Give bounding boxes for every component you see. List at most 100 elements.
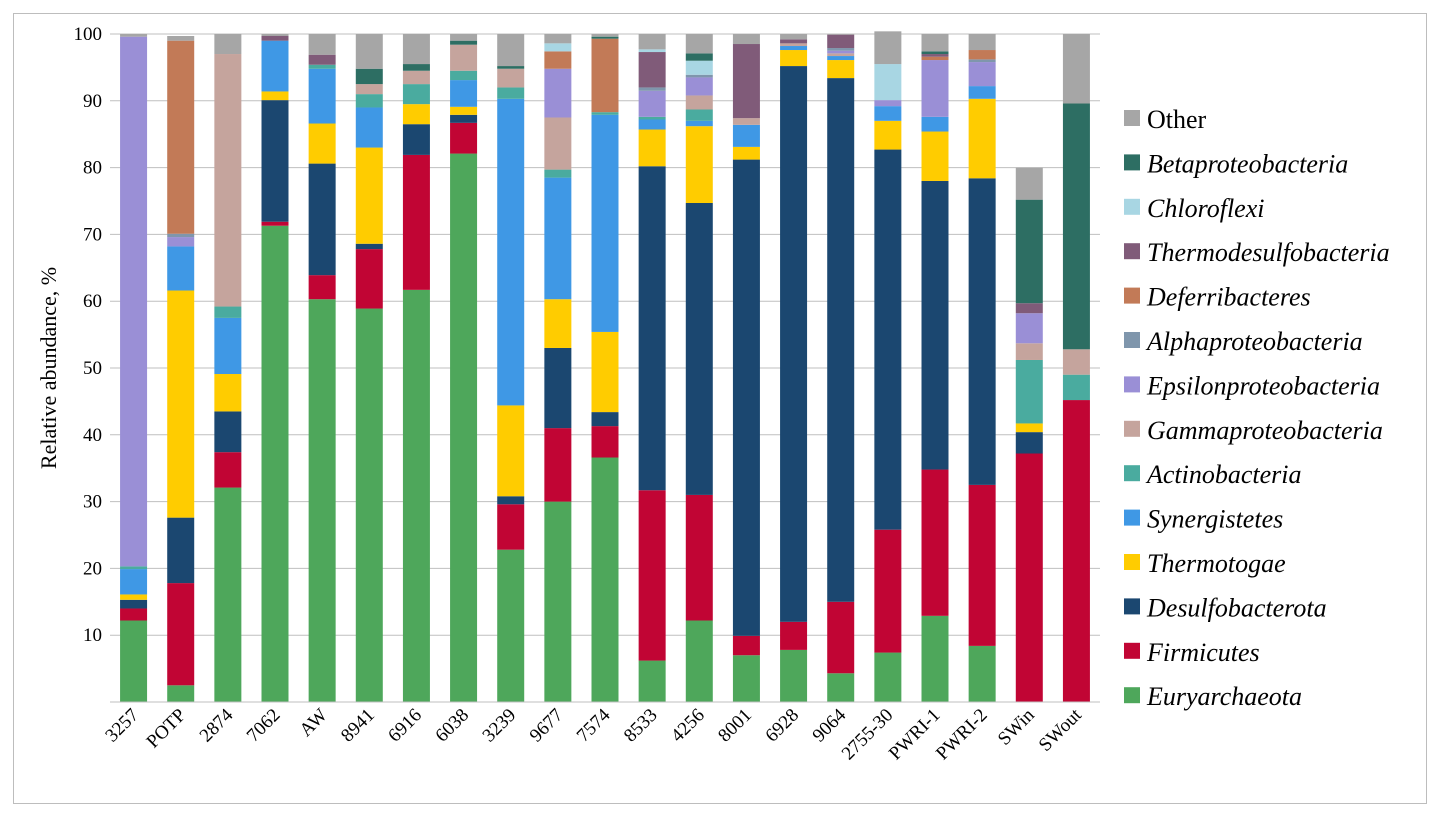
x-tick-label: 7574: [573, 704, 615, 746]
y-axis-title: Relative abundance, %: [36, 267, 61, 469]
bar-segment-POTP-other: [167, 36, 195, 41]
bar-segment-SWin-desulfobacterota: [1015, 432, 1043, 454]
bar-segment-7062-euryarchaeota: [261, 225, 289, 702]
bar-segment-8941-desulfobacterota: [355, 243, 383, 250]
bar-segment-7574-other: [591, 34, 619, 37]
bar-segment-2874-euryarchaeota: [214, 487, 242, 702]
bar-segment-6038-euryarchaeota: [450, 153, 478, 702]
bar-segment-3239-gammaproteobacteria: [497, 68, 525, 88]
bar-segment-SWout-actinobacteria: [1062, 374, 1090, 401]
bar-segment-2874-gammaproteobacteria: [214, 54, 242, 307]
bar-segment-7574-betaproteobacteria: [591, 36, 619, 39]
bar-segment-8533-euryarchaeota: [638, 660, 666, 702]
bar-segment-3257-epsilonproteobacteria: [120, 36, 148, 567]
bar-segment-6928-desulfobacterota: [780, 66, 808, 622]
y-tick-label: 70: [83, 224, 102, 245]
bar-segment-4256-actinobacteria: [685, 109, 713, 121]
x-tick-label: 3239: [479, 705, 521, 747]
bar-segment-8001-other: [732, 34, 760, 45]
bar-segment-SWin-gammaproteobacteria: [1015, 343, 1043, 360]
bar-segment-SWout-firmicutes: [1062, 400, 1090, 702]
legend-swatch-euryarchaeota: [1124, 687, 1140, 704]
bar-segment-3239-desulfobacterota: [497, 496, 525, 505]
bar-segment-6916-gammaproteobacteria: [402, 70, 430, 85]
bar-segment-2755-30-desulfobacterota: [874, 149, 902, 530]
bar-segment-8001-thermotogae: [732, 146, 760, 160]
x-tick-label: 6928: [761, 705, 803, 747]
bar-segment-7062-other: [261, 34, 289, 36]
legend-label-thermodesulfobacteria: Thermodesulfobacteria: [1147, 238, 1390, 267]
legend-label-deferribacteres: Deferribacteres: [1146, 283, 1311, 312]
bar-segment-9064-other: [827, 34, 855, 35]
bar-segment-3239-other: [497, 34, 525, 67]
bar-segment-9677-deferribacteres: [544, 51, 572, 69]
legend-label-synergistetes: Synergistetes: [1147, 505, 1283, 534]
bar-segment-6038-synergistetes: [450, 80, 478, 107]
bars: [120, 31, 1090, 702]
bar-segment-3257-synergistetes: [120, 569, 148, 595]
bar-segment-PWRI-1-epsilonproteobacteria: [921, 60, 949, 117]
bar-segment-8941-thermotogae: [355, 147, 383, 244]
bar-segment-8533-epsilonproteobacteria: [638, 90, 666, 117]
bar-segment-PWRI-2-euryarchaeota: [968, 645, 996, 702]
bar-segment-8533-other: [638, 34, 666, 50]
bar-segment-PWRI-2-epsilonproteobacteria: [968, 62, 996, 87]
bar-segment-6916-actinobacteria: [402, 84, 430, 105]
bar-segment-SWin-actinobacteria: [1015, 359, 1043, 424]
legend-label-chloroflexi: Chloroflexi: [1147, 194, 1264, 223]
bar-segment-9064-alphaproteobacteria: [827, 48, 855, 51]
bar-segment-6916-firmicutes: [402, 154, 430, 290]
bar-segment-2874-desulfobacterota: [214, 411, 242, 453]
bar-segment-8941-gammaproteobacteria: [355, 84, 383, 95]
bar-segment-8941-firmicutes: [355, 249, 383, 309]
bar-segment-6928-synergistetes: [780, 46, 808, 51]
bar-segment-9677-desulfobacterota: [544, 347, 572, 429]
bar-segment-6038-gammaproteobacteria: [450, 44, 478, 71]
bar-segment-AW-desulfobacterota: [308, 163, 336, 276]
bar-segment-4256-gammaproteobacteria: [685, 95, 713, 110]
bar-segment-8001-synergistetes: [732, 124, 760, 147]
bar-segment-2755-30-synergistetes: [874, 106, 902, 121]
x-tick-label: PWRI-2: [932, 705, 992, 765]
bar-segment-4256-thermotogae: [685, 126, 713, 203]
bar-segment-PWRI-1-deferribacteres: [921, 56, 949, 61]
bar-segment-SWout-gammaproteobacteria: [1062, 349, 1090, 375]
legend-swatch-betaproteobacteria: [1124, 154, 1140, 171]
bar-segment-PWRI-2-firmicutes: [968, 484, 996, 646]
legend-swatch-desulfobacterota: [1124, 598, 1140, 615]
bar-segment-PWRI-2-thermotogae: [968, 98, 996, 179]
bar-segment-4256-chloroflexi: [685, 60, 713, 75]
y-tick-label: 20: [83, 558, 102, 579]
bar-segment-7062-thermotogae: [261, 91, 289, 101]
bar-segment-3239-thermotogae: [497, 405, 525, 497]
bar-segment-6038-other: [450, 34, 478, 41]
bar-segment-6038-betaproteobacteria: [450, 40, 478, 45]
legend-swatch-chloroflexi: [1124, 198, 1140, 215]
bar-segment-9064-gammaproteobacteria: [827, 53, 855, 57]
bar-segment-2755-30-firmicutes: [874, 529, 902, 653]
y-tick-label: 50: [83, 358, 102, 379]
bar-segment-AW-actinobacteria: [308, 64, 336, 69]
bar-segment-6928-euryarchaeota: [780, 649, 808, 702]
bar-segment-7062-desulfobacterota: [261, 100, 289, 222]
bar-segment-6916-thermotogae: [402, 104, 430, 125]
bar-segment-2755-30-euryarchaeota: [874, 652, 902, 702]
legend-swatch-thermotogae: [1124, 554, 1140, 570]
x-tick-label: 9677: [526, 705, 568, 747]
y-tick-label: 60: [83, 291, 102, 312]
bar-segment-AW-firmicutes: [308, 275, 336, 300]
bar-segment-8941-euryarchaeota: [355, 308, 383, 702]
legend-label-epsilonproteobacteria: Epsilonproteobacteria: [1146, 371, 1380, 400]
bar-segment-POTP-desulfobacterota: [167, 517, 195, 584]
bar-segment-PWRI-1-betaproteobacteria: [921, 51, 949, 55]
legend-swatch-deferribacteres: [1124, 287, 1140, 304]
bar-segment-2755-30-chloroflexi: [874, 64, 902, 101]
x-tick-label: 7062: [243, 705, 285, 747]
x-tick-label: 8533: [620, 705, 662, 747]
bar-segment-3257-actinobacteria: [120, 566, 148, 570]
bar-segment-7574-firmicutes: [591, 426, 619, 458]
bar-segment-9064-thermotogae: [827, 60, 855, 79]
x-tick-label: 2755-30: [838, 705, 898, 765]
bar-segment-PWRI-1-desulfobacterota: [921, 180, 949, 470]
x-tick-label: 4256: [667, 705, 709, 747]
